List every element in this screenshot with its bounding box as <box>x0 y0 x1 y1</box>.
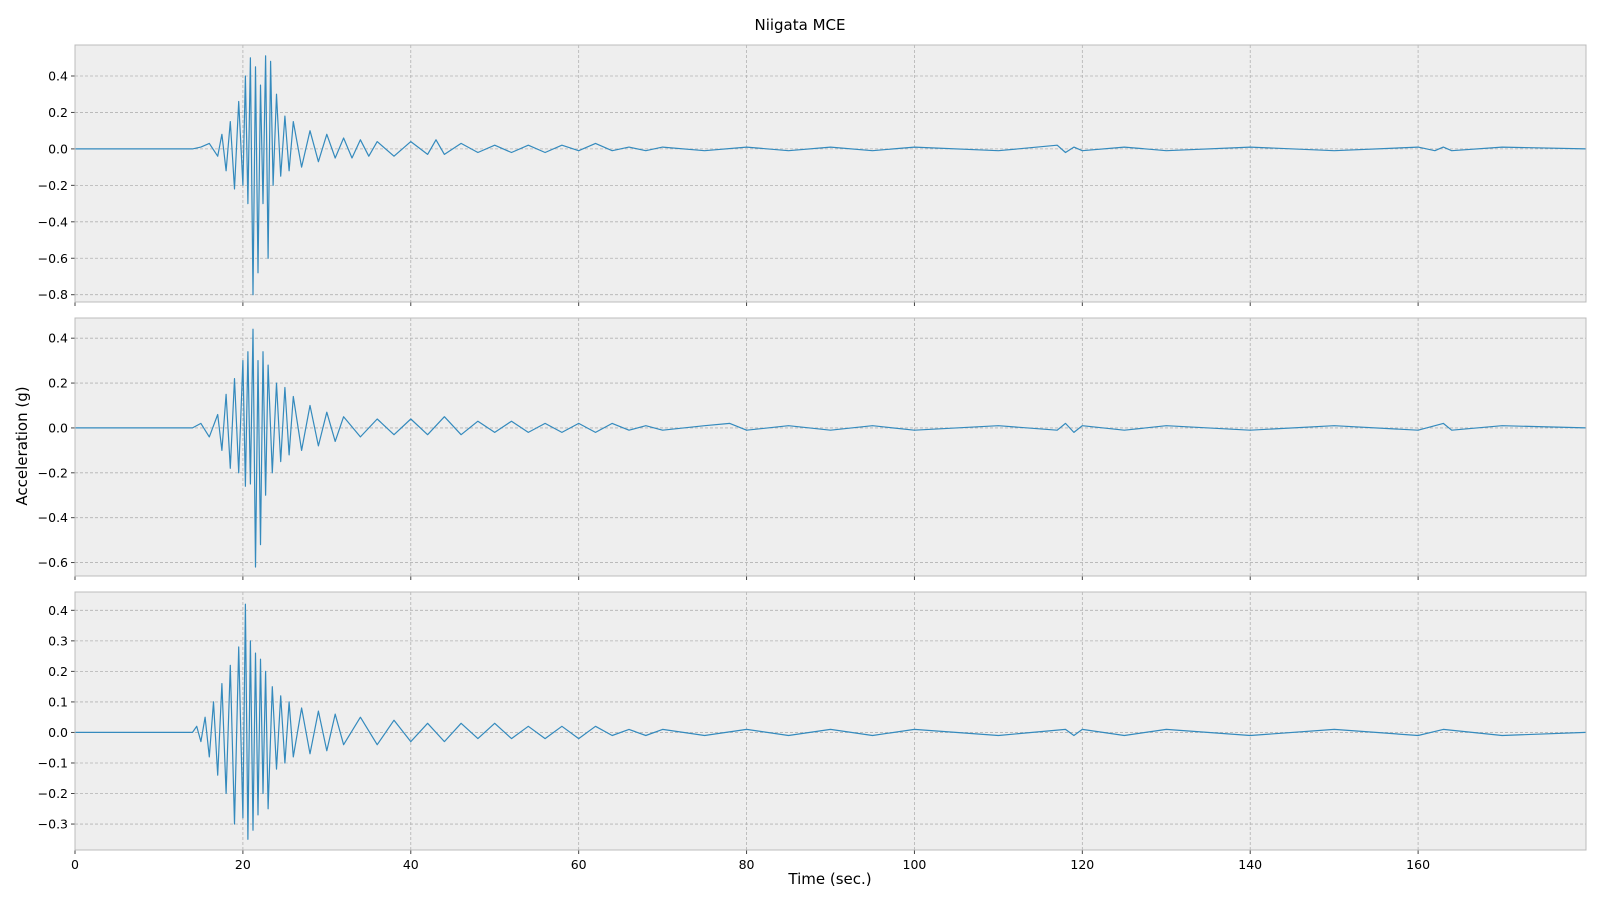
y-tick-label: 0.2 <box>48 105 68 120</box>
plot-frame <box>74 317 1587 577</box>
subplot-2: −0.6 −0.4 −0.2 0.0 0.2 0.4 <box>38 317 1587 580</box>
x-tick-label: 120 <box>1070 857 1094 872</box>
x-tick-label: 20 <box>235 857 251 872</box>
y-tick-label: −0.8 <box>38 287 68 302</box>
y-tick-label: 0.0 <box>48 725 68 740</box>
y-tick-label: −0.6 <box>38 251 68 266</box>
plot-area <box>75 45 1586 302</box>
y-tick-label: −0.6 <box>38 555 68 570</box>
x-axis-label: Time (sec.) <box>787 870 871 888</box>
acceleration-trace <box>75 328 1587 568</box>
subplot-3: 0 20 40 60 80 100 120 140 160 −0.3 −0.2 −0.1 0.0 0.1 0… <box>38 591 1587 872</box>
y-tick-label: 0.4 <box>48 331 68 346</box>
x-tick-label: 160 <box>1406 857 1430 872</box>
subplot-1: −0.8 −0.6 −0.4 −0.2 0.0 0.2 0.4 <box>38 44 1587 306</box>
x-tick-label: 0 <box>71 857 79 872</box>
y-tick-label: −0.3 <box>38 817 68 832</box>
y-tick-label: 0.3 <box>48 633 68 648</box>
y-tick-label: 0.0 <box>48 141 68 156</box>
y-axis-label: Acceleration (g) <box>13 386 31 505</box>
y-tick-label: −0.2 <box>38 786 68 801</box>
plot-frame <box>74 44 1587 303</box>
y-tick-label: 0.2 <box>48 376 68 391</box>
y-tick-label: 0.4 <box>48 68 68 83</box>
acceleration-trace <box>75 55 1587 296</box>
plot-area <box>75 318 1586 576</box>
y-tick-label: −0.2 <box>38 465 68 480</box>
y-tick-label: −0.1 <box>38 755 68 770</box>
plot-area <box>75 592 1586 850</box>
y-tick-label: −0.4 <box>38 510 68 525</box>
x-tick-label: 140 <box>1238 857 1262 872</box>
y-tick-label: 0.0 <box>48 420 68 435</box>
x-tick-label: 100 <box>903 857 927 872</box>
chart-title: Niigata MCE <box>754 16 845 34</box>
x-tick-label: 80 <box>739 857 755 872</box>
y-tick-label: −0.4 <box>38 214 68 229</box>
y-tick-label: 0.1 <box>48 694 68 709</box>
y-tick-label: 0.4 <box>48 603 68 618</box>
y-tick-label: −0.2 <box>38 178 68 193</box>
subplot-panels: −0.8 −0.6 −0.4 −0.2 0.0 0.2 0.4 −0.6 −0.4 −0.2 0.0… <box>38 44 1587 872</box>
x-tick-label: 60 <box>571 857 587 872</box>
plot-frame <box>74 591 1587 851</box>
acceleration-trace <box>75 603 1587 840</box>
y-tick-label: 0.2 <box>48 664 68 679</box>
x-tick-label: 40 <box>403 857 419 872</box>
